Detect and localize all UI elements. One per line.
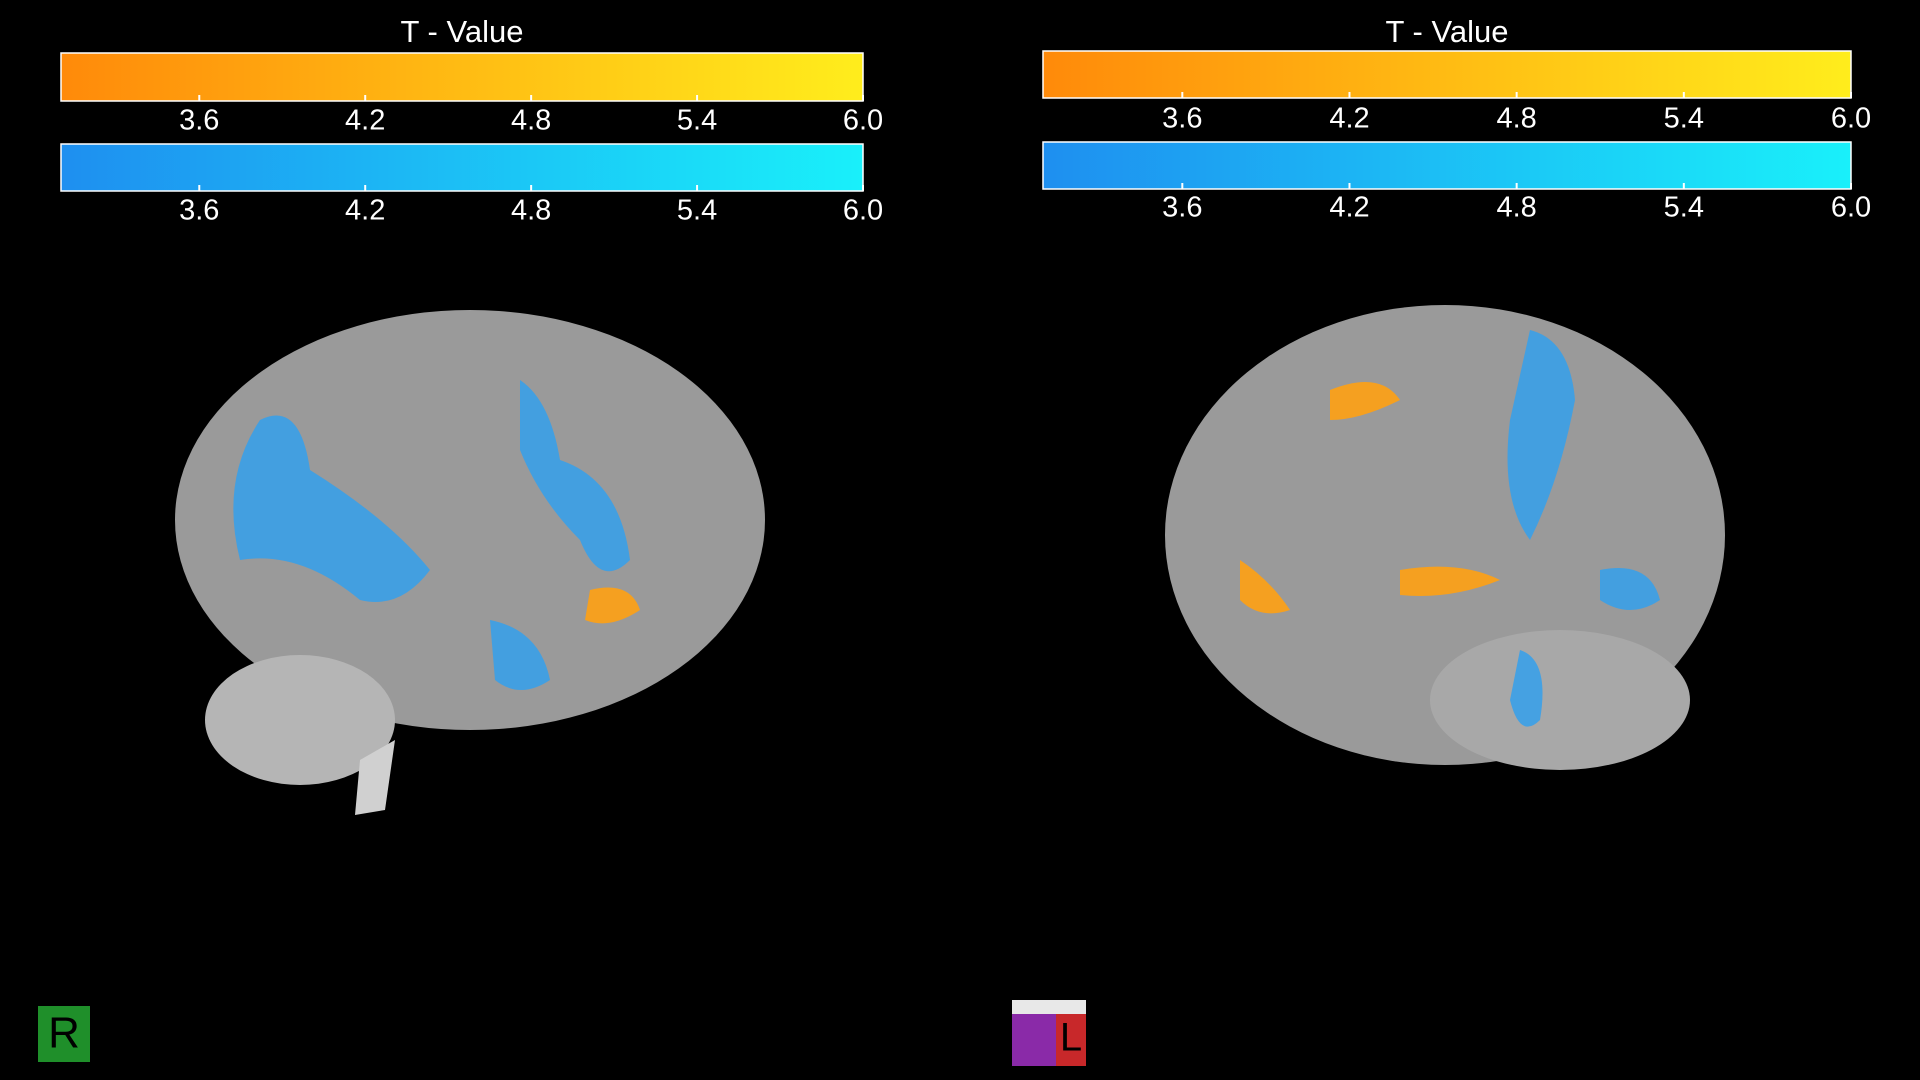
tick-label: 5.4	[677, 195, 717, 227]
brain-lateral	[175, 310, 765, 815]
cortex	[175, 310, 765, 730]
tick-label: 4.2	[345, 105, 385, 137]
tick-label: 6.0	[843, 195, 883, 227]
tick-label: 6.0	[1831, 103, 1871, 135]
tick-label: 4.8	[1496, 192, 1536, 224]
activation-blue	[490, 620, 550, 690]
colorbar	[1042, 141, 1852, 190]
colorbar-title: T - Value	[401, 14, 524, 49]
tick-label: 4.2	[345, 195, 385, 227]
activation-blue	[520, 380, 630, 572]
orientation-box	[38, 1006, 90, 1062]
tick-label: 4.8	[511, 105, 551, 137]
tick-label: 4.8	[511, 195, 551, 227]
tick-label: 3.6	[1162, 192, 1202, 224]
cerebellum	[205, 655, 395, 785]
tick-label: 4.8	[1496, 103, 1536, 135]
brainstem	[355, 740, 395, 815]
cerebellum	[1430, 630, 1690, 770]
activation-orange	[585, 587, 640, 624]
colorbar	[60, 143, 864, 192]
tick-label: 3.6	[179, 105, 219, 137]
tick-label: 5.4	[1664, 103, 1704, 135]
tick-label: 3.6	[179, 195, 219, 227]
colorbar-title: T - Value	[1386, 14, 1509, 49]
tick-label: 3.6	[1162, 103, 1202, 135]
colorbar	[60, 52, 864, 102]
activation-blue	[233, 415, 430, 602]
activation-blue	[1510, 650, 1543, 727]
tick-label: 6.0	[843, 105, 883, 137]
activation-blue	[1507, 330, 1575, 540]
tick-label: 4.2	[1329, 192, 1369, 224]
tick-label: 5.4	[677, 105, 717, 137]
orientation-cube-top	[1012, 1000, 1086, 1014]
tick-label: 5.4	[1664, 192, 1704, 224]
orientation-label: R	[48, 1009, 80, 1058]
tick-label: 6.0	[1831, 192, 1871, 224]
activation-orange	[1400, 566, 1500, 596]
brain-medial	[1165, 305, 1725, 770]
orientation-cube-face	[1056, 1012, 1086, 1066]
activation-orange	[1240, 560, 1290, 614]
colorbar	[1042, 50, 1852, 99]
orientation-cube-face	[1012, 1012, 1056, 1066]
activation-blue	[1600, 568, 1660, 610]
tick-label: 4.2	[1329, 103, 1369, 135]
orientation-label: L	[1060, 1016, 1082, 1060]
activation-orange	[1330, 382, 1400, 420]
